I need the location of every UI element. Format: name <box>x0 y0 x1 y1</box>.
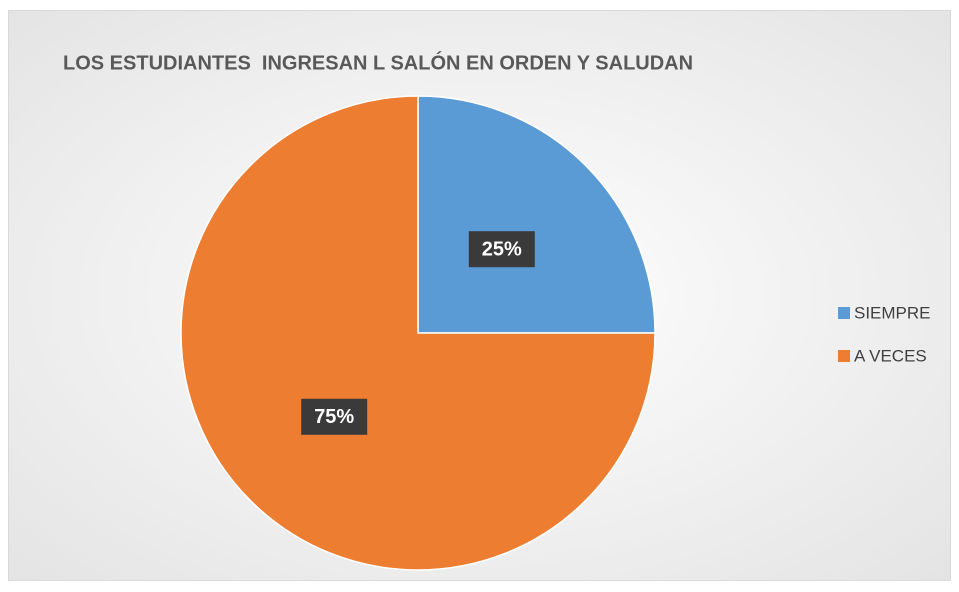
legend-swatch <box>838 350 850 362</box>
chart-title: LOS ESTUDIANTES INGRESAN L SALÓN EN ORDE… <box>63 50 693 74</box>
legend-label: A VECES <box>854 346 927 365</box>
data-label: 25% <box>482 238 522 260</box>
legend-label: SIEMPRE <box>854 303 931 322</box>
data-label-box <box>301 398 368 435</box>
pie-slice <box>417 95 656 334</box>
pie-slice <box>180 95 656 571</box>
data-label: 75% <box>314 406 354 428</box>
legend-swatch <box>838 307 850 319</box>
data-label-box <box>468 231 535 268</box>
